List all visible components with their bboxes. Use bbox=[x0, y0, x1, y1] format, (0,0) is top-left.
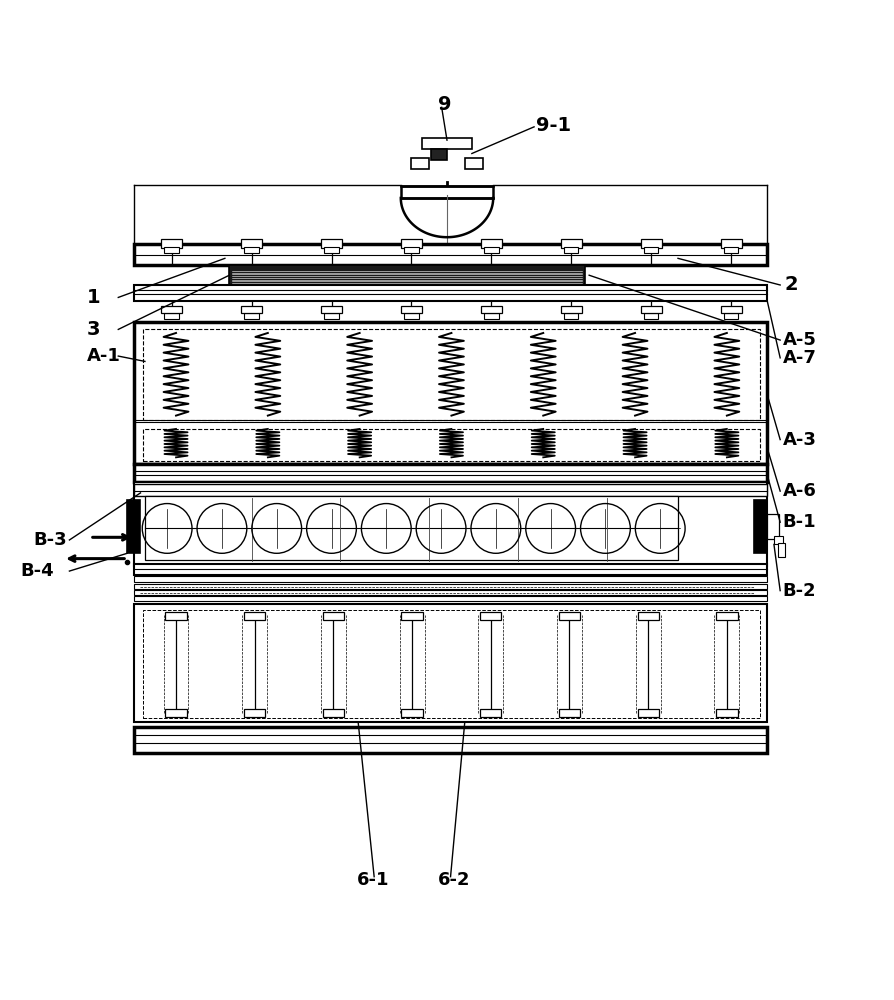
Text: 1: 1 bbox=[88, 288, 101, 307]
Bar bbox=[716, 709, 738, 717]
Bar bbox=[641, 239, 662, 248]
Text: A-7: A-7 bbox=[783, 349, 817, 367]
Bar bbox=[134, 584, 767, 589]
Bar bbox=[134, 322, 767, 464]
Bar bbox=[465, 158, 483, 169]
Bar bbox=[422, 138, 472, 149]
Bar bbox=[485, 247, 499, 253]
Bar bbox=[559, 612, 580, 620]
Bar bbox=[244, 247, 258, 253]
Bar bbox=[230, 265, 585, 285]
Bar bbox=[480, 709, 502, 717]
Bar bbox=[143, 329, 760, 420]
Bar bbox=[721, 239, 742, 248]
Bar bbox=[637, 709, 659, 717]
Bar bbox=[564, 313, 578, 319]
Bar bbox=[134, 604, 767, 722]
Bar bbox=[127, 500, 139, 553]
Bar bbox=[481, 306, 502, 313]
Bar bbox=[431, 149, 447, 160]
Text: A-3: A-3 bbox=[783, 431, 817, 449]
Bar bbox=[401, 186, 493, 198]
Bar bbox=[323, 709, 344, 717]
Text: B-3: B-3 bbox=[34, 531, 68, 549]
Text: 9: 9 bbox=[438, 95, 451, 114]
Bar bbox=[134, 484, 767, 496]
Text: A-6: A-6 bbox=[783, 482, 817, 500]
Text: 3: 3 bbox=[88, 320, 101, 339]
Bar bbox=[244, 612, 266, 620]
Bar bbox=[564, 247, 578, 253]
Bar bbox=[134, 244, 767, 265]
Bar bbox=[401, 239, 422, 248]
Bar bbox=[401, 306, 422, 313]
Bar bbox=[724, 313, 738, 319]
Bar bbox=[165, 612, 187, 620]
Bar bbox=[559, 709, 580, 717]
Bar bbox=[321, 306, 342, 313]
Bar bbox=[244, 313, 258, 319]
Bar bbox=[645, 313, 659, 319]
Bar bbox=[134, 727, 767, 753]
Bar bbox=[164, 313, 179, 319]
Bar bbox=[145, 496, 678, 560]
Bar bbox=[561, 306, 582, 313]
Bar bbox=[164, 247, 179, 253]
Bar bbox=[637, 612, 659, 620]
Bar bbox=[134, 564, 767, 575]
Bar bbox=[411, 158, 429, 169]
Text: B-1: B-1 bbox=[783, 513, 816, 531]
Text: B-2: B-2 bbox=[783, 582, 816, 600]
Bar bbox=[481, 239, 502, 248]
Bar bbox=[480, 612, 502, 620]
Bar bbox=[404, 313, 418, 319]
Bar bbox=[161, 306, 182, 313]
Bar bbox=[325, 313, 339, 319]
Bar bbox=[134, 464, 767, 482]
Bar bbox=[724, 247, 738, 253]
Bar bbox=[240, 306, 262, 313]
Bar bbox=[485, 313, 499, 319]
Bar bbox=[645, 247, 659, 253]
Bar bbox=[323, 612, 344, 620]
Bar bbox=[321, 239, 342, 248]
Bar bbox=[143, 610, 760, 718]
Bar bbox=[134, 596, 767, 601]
Bar bbox=[641, 306, 662, 313]
Bar bbox=[755, 500, 767, 553]
Bar bbox=[134, 285, 767, 301]
Bar bbox=[244, 709, 266, 717]
Text: 6-2: 6-2 bbox=[438, 871, 470, 889]
Bar bbox=[165, 709, 187, 717]
Text: A-1: A-1 bbox=[88, 347, 121, 365]
Bar bbox=[721, 306, 742, 313]
Text: 2: 2 bbox=[785, 275, 798, 294]
Bar bbox=[561, 239, 582, 248]
Bar bbox=[716, 612, 738, 620]
Bar bbox=[401, 709, 423, 717]
Bar bbox=[161, 239, 182, 248]
Bar bbox=[774, 536, 783, 544]
Bar bbox=[240, 239, 262, 248]
Bar bbox=[134, 576, 767, 582]
Bar bbox=[143, 429, 760, 461]
Bar bbox=[767, 514, 780, 539]
Text: A-5: A-5 bbox=[783, 331, 817, 349]
Text: 6-1: 6-1 bbox=[357, 871, 389, 889]
Text: 9-1: 9-1 bbox=[536, 116, 571, 135]
Bar bbox=[134, 590, 767, 595]
Bar bbox=[134, 482, 767, 566]
Bar bbox=[404, 247, 418, 253]
Text: B-4: B-4 bbox=[21, 562, 55, 580]
Bar bbox=[325, 247, 339, 253]
Bar bbox=[778, 543, 785, 557]
Bar bbox=[401, 612, 423, 620]
